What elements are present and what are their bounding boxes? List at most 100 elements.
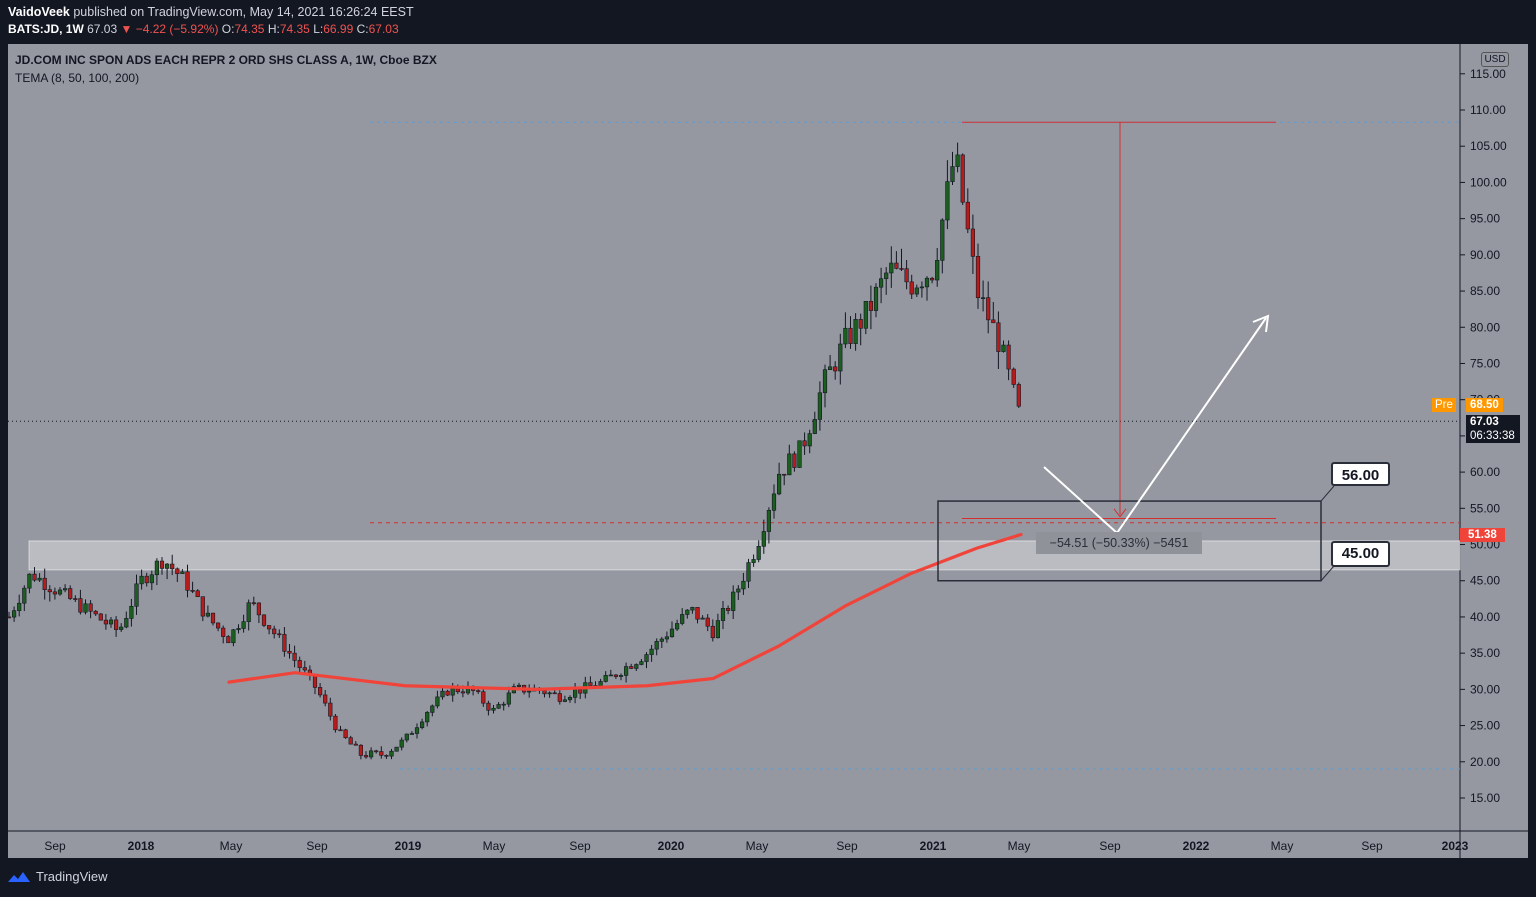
candle-body [139,575,144,585]
candle-body [909,281,914,295]
candle-body [363,755,369,758]
y-tick-label: 55.00 [1470,501,1500,515]
x-tick-label: Sep [1099,839,1121,853]
currency-badge[interactable]: USD [1481,52,1509,67]
x-tick-label: 2022 [1183,839,1210,853]
candle-body [868,300,873,311]
x-tick-label: 2023 [1442,839,1469,853]
target-high-connector [1320,485,1335,502]
candle-body [205,612,211,617]
candle-body [195,590,200,598]
candle-body [460,691,466,694]
x-tick-label: 2020 [658,839,685,853]
candle-body [231,629,236,644]
x-tick-label: Sep [569,839,591,853]
candle-body [6,616,12,619]
candle-body [251,602,256,605]
tema-line[interactable] [227,532,1023,691]
countdown-label: 06:33:38 [1466,429,1520,443]
candle-body [674,623,680,630]
y-tick-label: 30.00 [1470,682,1500,696]
candle-body [42,577,47,590]
y-tick-label: 20.00 [1470,755,1500,769]
candle-body [904,268,909,283]
x-tick-label: May [483,839,506,853]
candle-body [379,751,384,756]
candle-body [236,628,241,631]
candle-body [1001,344,1006,352]
candle-body [440,690,445,698]
candle-body [1016,384,1021,407]
candle-body [955,154,960,167]
candle-body [114,619,119,630]
candle-body [32,573,37,581]
y-tick-label: 25.00 [1470,719,1500,733]
candle-body [797,440,802,468]
candle-body [588,682,593,686]
candle-body [731,591,736,611]
candle-body [52,591,57,595]
candle-body [751,559,756,563]
high-label: H: [267,22,280,36]
candle-body [353,743,358,746]
candle-body [562,699,567,702]
candle-body [965,201,970,230]
candle-body [516,684,522,687]
candle-body [124,618,129,628]
support-zone[interactable] [28,540,1461,571]
x-tick-label: Sep [1361,839,1383,853]
y-tick-label: 85.00 [1470,284,1500,298]
x-tick-label: Sep [836,839,858,853]
candle-body [57,589,63,595]
plot-area[interactable] [8,44,1460,831]
candle-body [578,689,583,694]
brand-label[interactable]: TradingView [36,869,108,884]
candle-body [858,319,863,329]
candle-body [425,712,430,723]
candle-body [572,689,578,698]
target-box[interactable] [937,500,1322,582]
y-tick-label: 35.00 [1470,646,1500,660]
candle-body [623,666,629,676]
y-tick-label: 40.00 [1470,610,1500,624]
candle-body [481,691,486,704]
candle-body [190,590,195,592]
time-axis[interactable] [8,831,1528,858]
candle-body [991,319,996,324]
pre-price-label: 68.50 [1466,398,1503,412]
candle-body [807,433,812,447]
last-price: 67.03 [87,22,118,36]
candle-body [629,666,634,669]
candle-body [78,598,83,613]
candle-body [945,181,950,221]
candle-body [899,268,904,270]
candle-body [108,619,114,625]
published-text: published on TradingView.com, May 14, 20… [73,5,414,19]
tema-price-label: 51.38 [1460,528,1505,542]
y-tick-label: 15.00 [1470,791,1500,805]
candle-body [975,256,981,299]
candle-body [374,750,379,753]
candle-body [119,626,124,630]
candle-body [527,690,532,693]
candle-body [384,755,389,757]
author[interactable]: VaidoVeek [8,5,70,19]
target-high-label[interactable]: 56.00 [1331,462,1390,486]
candle-body [226,636,231,644]
target-low-label[interactable]: 45.00 [1331,541,1390,567]
candle-body [27,573,32,589]
candle-body [175,568,180,574]
candle-body [88,603,93,612]
candle-body [669,628,675,638]
indicator-legend[interactable]: TEMA (8, 50, 100, 200) [15,71,140,85]
candle-body [741,580,746,590]
candle-body [170,563,175,570]
y-tick-label: 80.00 [1470,320,1500,334]
x-tick-label: May [746,839,769,853]
candle-body [833,366,838,372]
candle-body [22,587,27,604]
y-tick-label: 115.00 [1470,67,1506,81]
candle-body [389,750,394,757]
candle-body [93,610,98,615]
